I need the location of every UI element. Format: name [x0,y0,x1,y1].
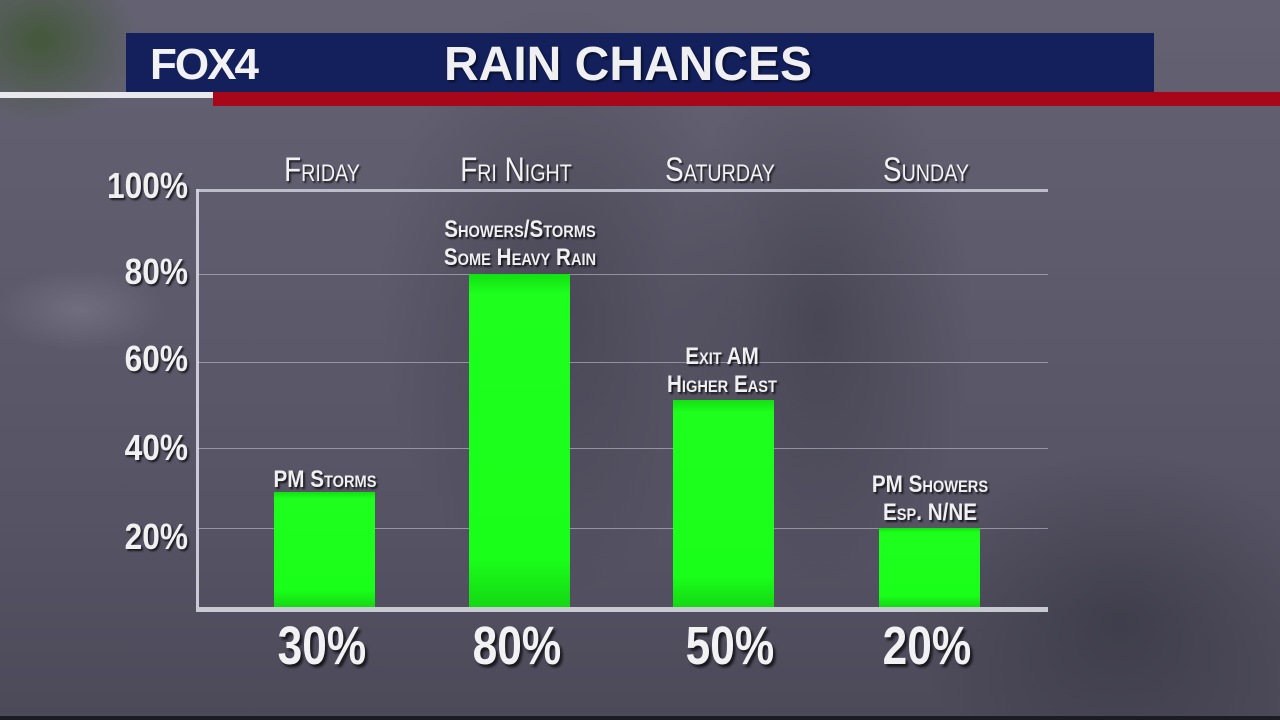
y-tick-40: 40% [124,427,188,468]
note-fri-night: Showers/Storms Some Heavy Rain [417,216,623,272]
title-banner [126,33,1154,92]
bar-fri-night [469,274,570,607]
bar-friday [274,492,375,607]
note-sunday-line-2: Esp. N/NE [882,499,978,526]
bar-saturday [673,400,774,607]
note-saturday: Exit AM Higher East [619,343,825,399]
page-title: RAIN CHANCES [444,38,813,91]
white-rule-divider [0,92,213,98]
day-label-sunday: Sunday [882,151,970,189]
x-axis-baseline [196,607,1048,612]
value-friday: 30% [277,616,367,676]
note-saturday-line-1: Exit AM [685,343,759,370]
y-tick-100: 100% [106,165,188,206]
gridline-60 [197,362,1048,363]
note-fri-night-line-1: Showers/Storms [444,216,596,243]
note-friday-line-1: PM Storms [273,466,377,493]
day-label-friday: Friday [284,151,360,189]
y-tick-80: 80% [124,251,188,292]
gridline-40 [197,448,1048,449]
bottom-strip [0,716,1280,720]
y-tick-60: 60% [124,338,188,379]
station-logo: FOX4 [150,40,259,89]
y-axis-line [196,189,199,612]
day-label-saturday: Saturday [665,151,775,189]
value-saturday: 50% [685,616,775,676]
note-friday: PM Storms [222,466,428,494]
value-sunday: 20% [882,616,972,676]
y-tick-20: 20% [124,516,188,557]
red-rule-divider [213,92,1280,106]
note-sunday-line-1: PM Showers [871,471,989,498]
gridline-80 [197,274,1048,275]
note-fri-night-line-2: Some Heavy Rain [443,244,597,271]
gridline-20 [197,528,1048,529]
value-fri-night: 80% [472,616,562,676]
note-sunday: PM Showers Esp. N/NE [827,471,1033,527]
gridline-100 [197,189,1048,192]
bar-sunday [879,528,980,607]
note-saturday-line-2: Higher East [667,371,777,398]
day-label-fri-night: Fri Night [460,151,572,189]
